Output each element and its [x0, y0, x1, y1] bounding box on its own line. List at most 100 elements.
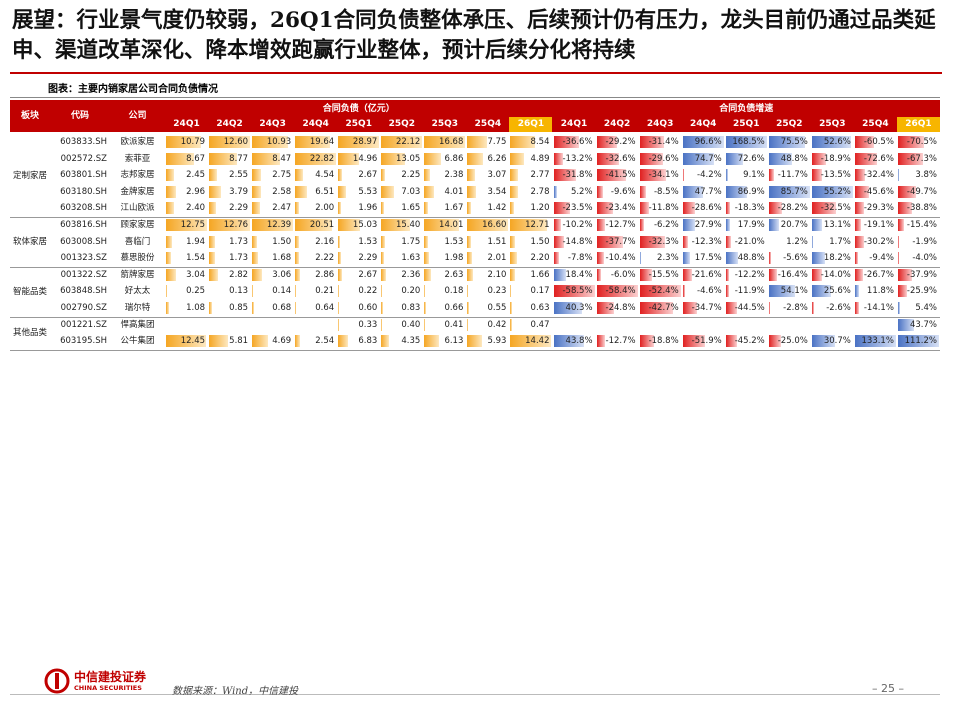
growth-value: -34.1% [648, 170, 679, 181]
liability-value: 15.40 [395, 220, 421, 230]
liability-value: 0.41 [444, 319, 464, 330]
liability-value: 22.82 [309, 153, 335, 164]
growth-value: 111.2% [904, 336, 937, 347]
growth-value: -24.8% [605, 303, 636, 313]
liability-value: 5.81 [229, 336, 249, 347]
growth-value: -38.8% [906, 203, 937, 214]
liability-bar [166, 235, 173, 248]
growth-value: 9.1% [743, 170, 765, 181]
liability-value: 14.96 [352, 153, 378, 164]
growth-bar [553, 235, 564, 248]
liability-value: 3.54 [487, 186, 507, 197]
liability-value: 12.71 [525, 220, 550, 230]
liability-bar [338, 252, 342, 265]
growth-value: 30.7% [823, 336, 851, 347]
liability-value: 14.42 [525, 336, 550, 347]
growth-bar [768, 268, 777, 281]
liability-bar [166, 268, 176, 281]
liability-value: 7.75 [487, 137, 507, 147]
growth-bar [768, 202, 783, 215]
growth-value: -29.6% [648, 153, 679, 164]
liability-bar [467, 169, 475, 182]
growth-bar [811, 136, 851, 148]
growth-bar [639, 252, 642, 265]
liability-value: 1.94 [186, 236, 206, 247]
liability-value: 0.18 [444, 286, 464, 297]
stock-code: 603208.SH [60, 203, 107, 214]
quarter-header: 24Q3 [259, 119, 286, 129]
growth-value: -25.0% [777, 336, 808, 347]
growth-value: -11.7% [777, 170, 808, 181]
growth-value: -4.6% [697, 286, 722, 297]
growth-bar [682, 302, 698, 314]
growth-value: -42.7% [648, 303, 679, 313]
company-name: 索菲亚 [124, 153, 151, 164]
growth-bar [725, 219, 731, 231]
growth-bar [682, 169, 685, 182]
stock-code: 603180.SH [60, 186, 107, 197]
liability-value: 1.53 [444, 236, 464, 247]
growth-value: -12.7% [605, 336, 636, 347]
growth-bar [768, 285, 795, 298]
growth-value: -5.6% [783, 253, 808, 264]
liability-value: 14.01 [439, 220, 464, 230]
stock-code: 001221.SZ [60, 319, 107, 330]
liability-value: 2.25 [401, 170, 421, 181]
growth-value: -21.6% [691, 269, 722, 280]
liability-bar [510, 169, 519, 182]
growth-bar [897, 302, 900, 314]
liability-value: 16.68 [439, 137, 464, 147]
liability-bar [467, 268, 473, 281]
growth-bar [596, 152, 620, 165]
growth-value: -26.7% [863, 269, 894, 280]
liability-bar [166, 219, 208, 231]
growth-bar [897, 169, 900, 182]
growth-value: -19.1% [863, 220, 894, 230]
growth-value: -49.7% [906, 186, 937, 197]
growth-bar [682, 152, 715, 165]
growth-value: 2.3% [657, 253, 679, 264]
liability-bar [209, 252, 215, 265]
growth-bar [854, 136, 874, 148]
growth-bar [725, 335, 737, 348]
liability-value: 2.38 [444, 170, 464, 181]
liability-value: 15.03 [352, 220, 378, 230]
growth-bar [639, 285, 681, 298]
growth-value: -67.3% [906, 153, 937, 164]
growth-bar [811, 302, 814, 314]
liability-bar [209, 185, 222, 198]
liability-value: 2.40 [186, 203, 206, 214]
company-name: 悍高集团 [120, 319, 155, 330]
liability-bar [381, 185, 395, 198]
growth-bar [639, 235, 665, 248]
liability-value: 3.04 [186, 269, 206, 280]
company-name: 喜临门 [124, 236, 151, 247]
stock-code: 603801.SH [60, 170, 107, 181]
liability-bar [166, 335, 207, 348]
quarter-header: 25Q4 [474, 119, 502, 129]
liability-bar [467, 318, 469, 331]
liability-bar [381, 268, 386, 281]
growth-value: -18.3% [734, 203, 765, 214]
growth-bar [854, 285, 859, 298]
growth-bar [811, 268, 823, 281]
quarter-header: 24Q1 [173, 119, 200, 129]
growth-value: -15.5% [648, 269, 679, 280]
growth-value: -14.1% [863, 303, 894, 313]
growth-bar [682, 252, 691, 265]
growth-bar [811, 152, 826, 165]
growth-value: -18.9% [820, 153, 851, 164]
liability-bar [252, 235, 258, 248]
title-rule [10, 72, 942, 74]
liability-value: 6.86 [444, 153, 464, 164]
liability-value: 2.36 [401, 269, 421, 280]
liability-value: 4.54 [315, 170, 335, 181]
liability-bar [424, 202, 429, 215]
growth-bar [553, 202, 570, 215]
liability-value: 0.85 [229, 303, 249, 313]
growth-value: 47.7% [694, 186, 722, 197]
growth-value: -32.4% [863, 170, 894, 181]
company-name: 箭牌家居 [120, 269, 155, 280]
growth-value: -31.8% [562, 170, 593, 181]
